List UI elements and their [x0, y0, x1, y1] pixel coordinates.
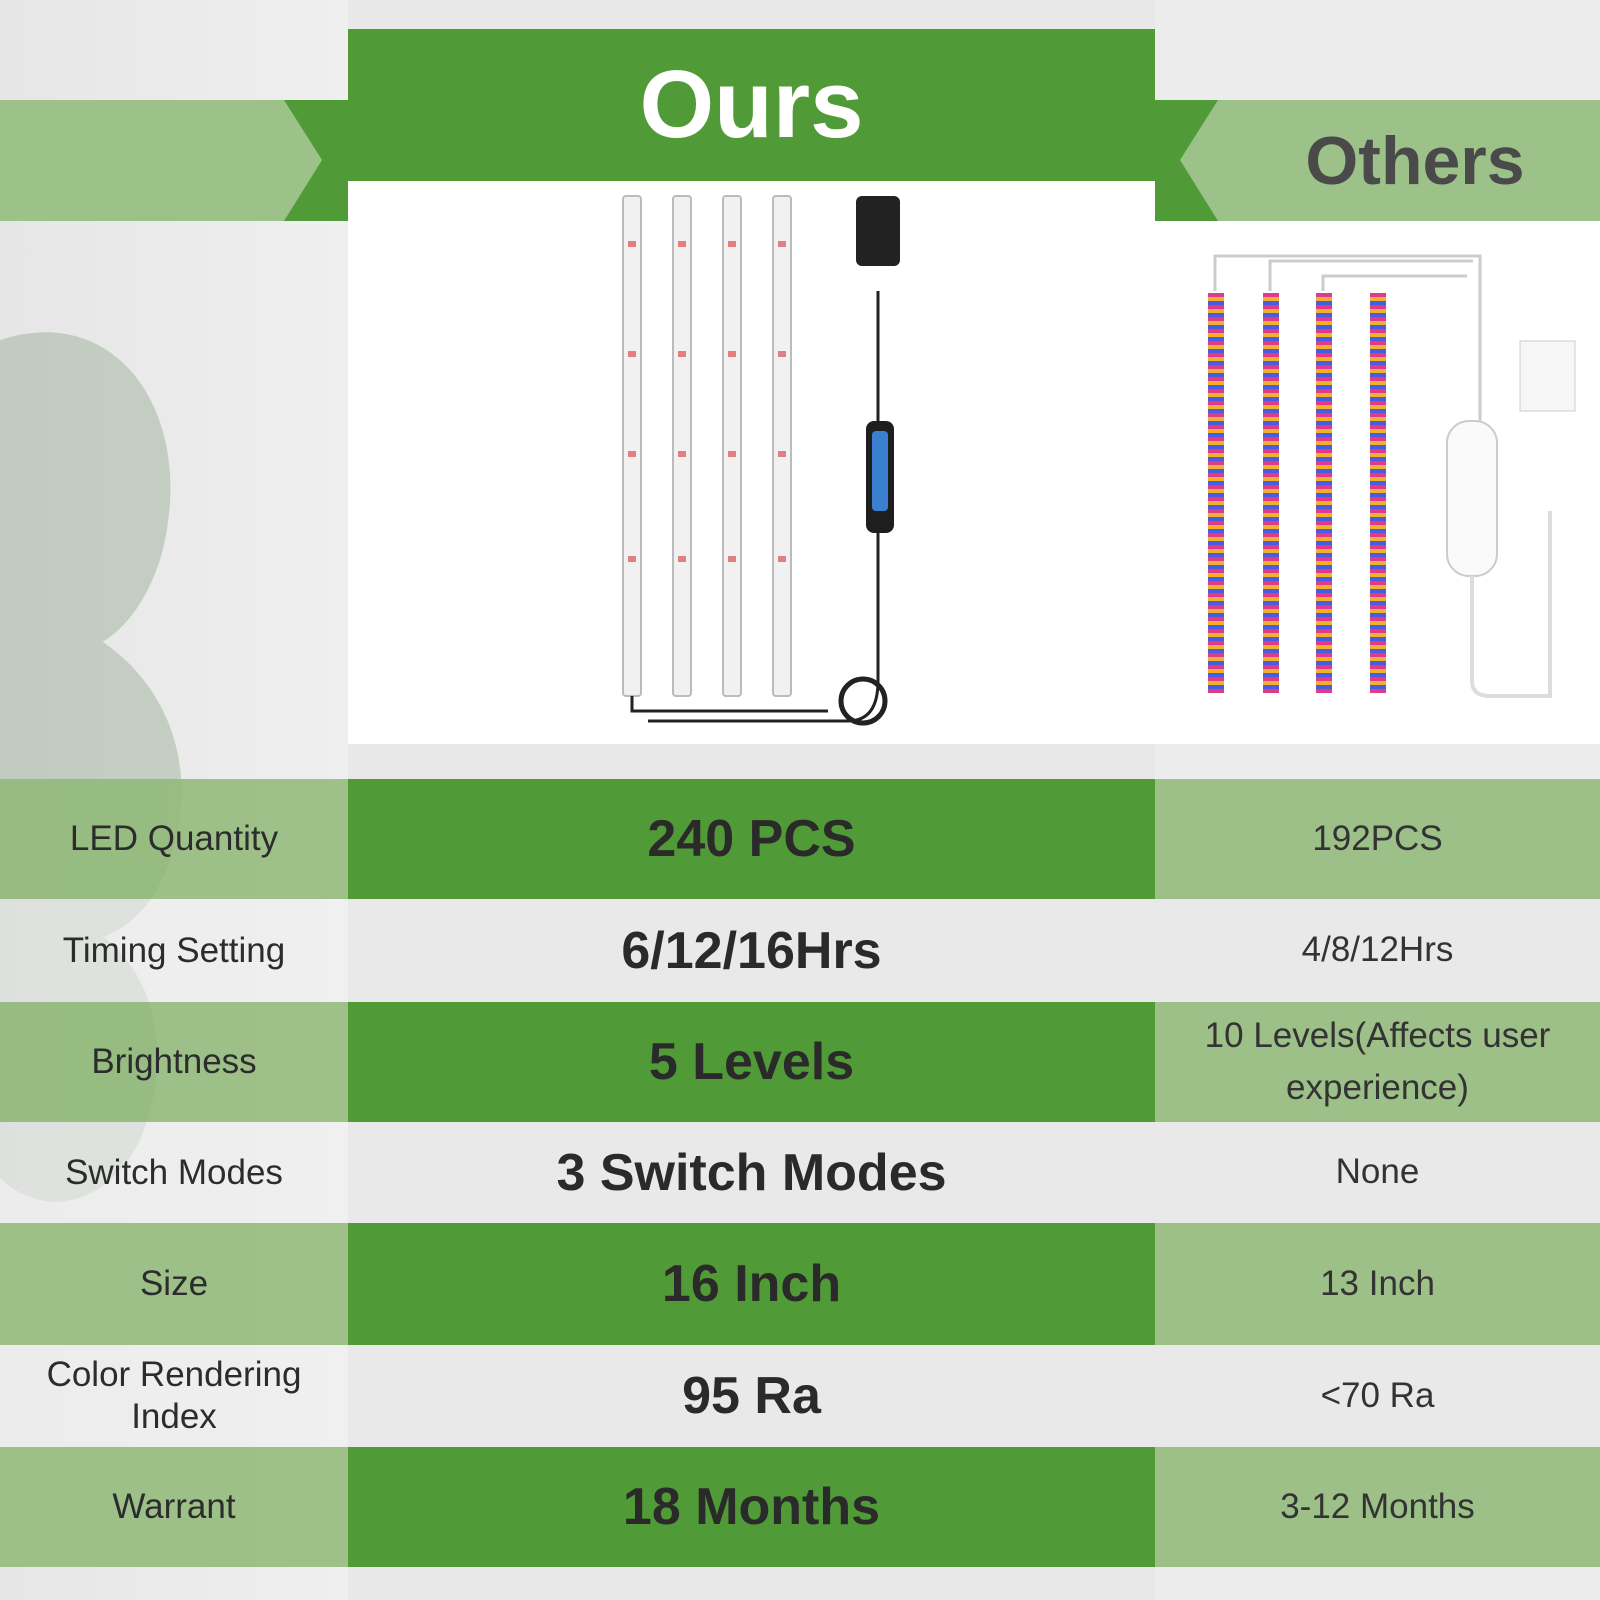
ours-value: 18 Months: [348, 1447, 1155, 1567]
ours-product-image: [348, 181, 1155, 744]
table-row: Color Rendering Index 95 Ra <70 Ra: [0, 1345, 1600, 1447]
row-label: Warrant: [0, 1447, 348, 1567]
ours-value: 95 Ra: [348, 1345, 1155, 1447]
others-header: Others: [1305, 122, 1525, 199]
table-row: LED Quantity 240 PCS 192PCS: [0, 779, 1600, 899]
others-ribbon: [1155, 100, 1600, 221]
table-row: Switch Modes 3 Switch Modes None: [0, 1122, 1600, 1223]
row-label: Size: [0, 1223, 348, 1345]
ours-header: Ours: [348, 29, 1155, 181]
table-row: Timing Setting 6/12/16Hrs 4/8/12Hrs: [0, 899, 1600, 1002]
table-row: Brightness 5 Levels 10 Levels(Affects user…: [0, 1002, 1600, 1122]
row-label: LED Quantity: [0, 779, 348, 899]
others-value: 4/8/12Hrs: [1155, 899, 1600, 1002]
ours-value: 16 Inch: [348, 1223, 1155, 1345]
ours-value: 240 PCS: [348, 779, 1155, 899]
others-value: None: [1155, 1122, 1600, 1223]
table-row: Warrant 18 Months 3-12 Months: [0, 1447, 1600, 1567]
row-label: Color Rendering Index: [0, 1345, 348, 1447]
others-value: 192PCS: [1155, 779, 1600, 899]
ours-value: 3 Switch Modes: [348, 1122, 1155, 1223]
others-value: 13 Inch: [1155, 1223, 1600, 1345]
ours-value: 6/12/16Hrs: [348, 899, 1155, 1002]
others-value: 3-12 Months: [1155, 1447, 1600, 1567]
others-product-image: [1155, 221, 1600, 744]
ours-value: 5 Levels: [348, 1002, 1155, 1122]
row-label: Brightness: [0, 1002, 348, 1122]
left-ribbon: [0, 100, 348, 221]
row-label: Switch Modes: [0, 1122, 348, 1223]
row-label: Timing Setting: [0, 899, 348, 1002]
table-row: Size 16 Inch 13 Inch: [0, 1223, 1600, 1345]
others-value: <70 Ra: [1155, 1345, 1600, 1447]
others-value: 10 Levels(Affects user experience): [1155, 1002, 1600, 1122]
